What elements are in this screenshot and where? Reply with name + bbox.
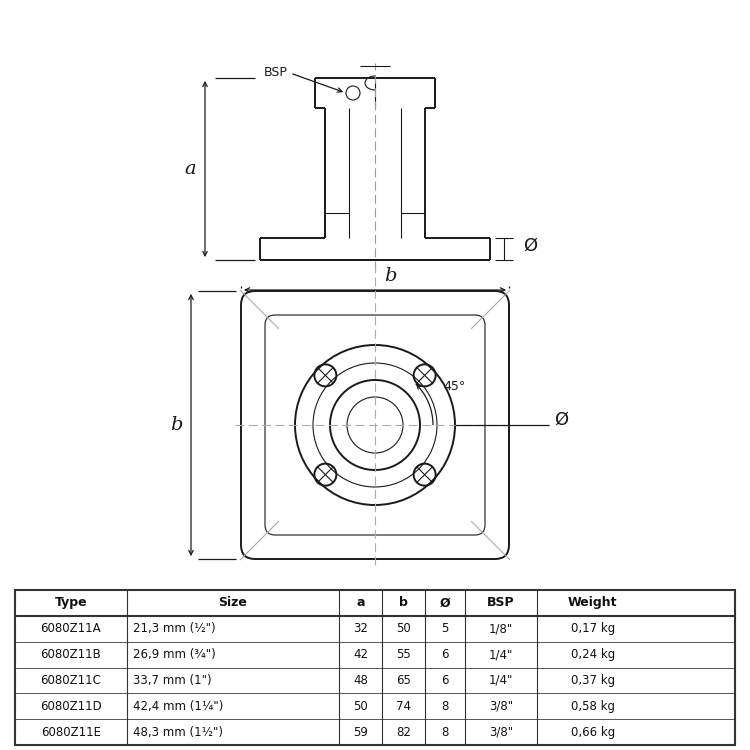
Text: 0,58 kg: 0,58 kg	[571, 700, 615, 712]
Text: 6080Z11A: 6080Z11A	[40, 622, 101, 635]
Text: 6: 6	[442, 674, 449, 687]
Bar	[395, 238, 490, 260]
Text: 0,24 kg: 0,24 kg	[571, 648, 615, 661]
Text: Weight: Weight	[568, 596, 617, 610]
Text: 0,66 kg: 0,66 kg	[571, 725, 615, 739]
Text: 3/8": 3/8"	[489, 725, 513, 739]
Text: a: a	[184, 160, 196, 178]
Text: 8: 8	[442, 725, 449, 739]
Text: a: a	[356, 596, 364, 610]
Text: BSP: BSP	[264, 67, 288, 80]
Text: 5: 5	[442, 622, 449, 635]
Text: BSP: BSP	[488, 596, 514, 610]
Text: 42: 42	[353, 648, 368, 661]
Text: 50: 50	[353, 700, 368, 712]
Text: 0,37 kg: 0,37 kg	[571, 674, 615, 687]
Text: 8: 8	[442, 700, 449, 712]
Text: 55: 55	[397, 648, 411, 661]
Text: 82: 82	[396, 725, 411, 739]
Bar	[401, 108, 425, 238]
Text: 42,4 mm (1¼"): 42,4 mm (1¼")	[133, 700, 223, 712]
Text: 6080Z11C: 6080Z11C	[40, 674, 101, 687]
Text: 50: 50	[397, 622, 411, 635]
Text: 1/8": 1/8"	[489, 622, 513, 635]
Text: 6080Z11E: 6080Z11E	[40, 725, 101, 739]
Text: 59: 59	[353, 725, 368, 739]
Text: Ø: Ø	[554, 411, 568, 429]
Text: Size: Size	[218, 596, 248, 610]
Bar	[375, 78, 435, 108]
Text: 48: 48	[353, 674, 368, 687]
Text: 32: 32	[353, 622, 368, 635]
Text: 45°: 45°	[443, 380, 465, 394]
Text: 21,3 mm (½"): 21,3 mm (½")	[133, 622, 215, 635]
Text: b: b	[399, 596, 408, 610]
Text: 1/4": 1/4"	[489, 674, 513, 687]
Text: 0,17 kg: 0,17 kg	[571, 622, 615, 635]
Text: Ø: Ø	[440, 596, 451, 610]
Text: 6080Z11D: 6080Z11D	[40, 700, 102, 712]
Text: 3/8": 3/8"	[489, 700, 513, 712]
Text: 48,3 mm (1½"): 48,3 mm (1½")	[133, 725, 223, 739]
Text: 74: 74	[396, 700, 411, 712]
Text: 1/4": 1/4"	[489, 648, 513, 661]
Text: b: b	[170, 416, 182, 434]
Text: Type: Type	[55, 596, 87, 610]
Text: 6080Z11B: 6080Z11B	[40, 648, 101, 661]
Text: Ø: Ø	[523, 237, 537, 255]
Text: 65: 65	[396, 674, 411, 687]
Bar	[15, 590, 735, 745]
Text: 26,9 mm (¾"): 26,9 mm (¾")	[133, 648, 215, 661]
Text: 33,7 mm (1"): 33,7 mm (1")	[133, 674, 212, 687]
Text: 6: 6	[442, 648, 449, 661]
Text: b: b	[384, 267, 396, 285]
